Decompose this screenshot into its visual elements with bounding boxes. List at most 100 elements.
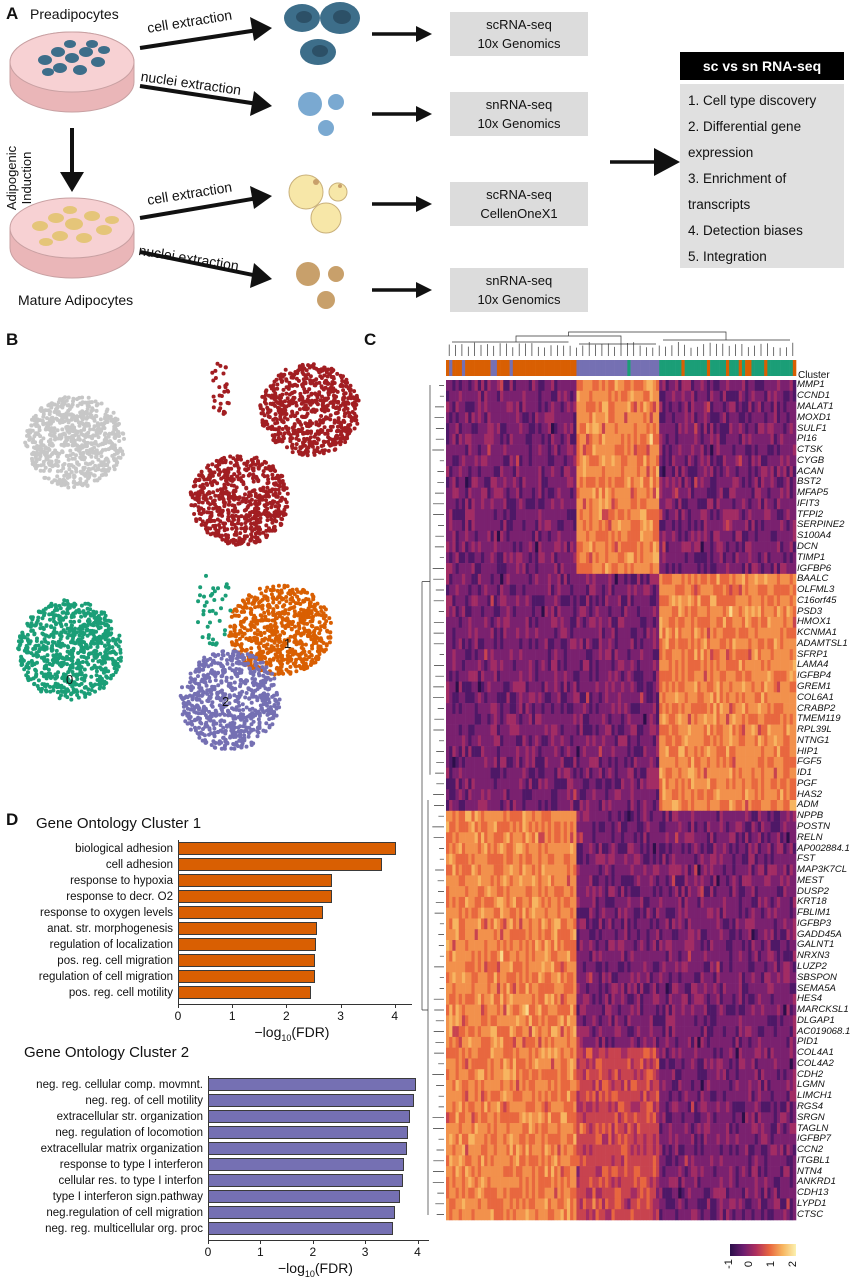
gene-label: RPL39L xyxy=(797,724,832,735)
go-term-label: regulation of localization xyxy=(49,939,173,951)
go-term-label: type I interferon sign.pathway xyxy=(52,1191,203,1203)
umap-gray-cluster xyxy=(23,395,126,490)
go-term-label: extracellular str. organization xyxy=(56,1111,203,1123)
gene-label: LAMA4 xyxy=(797,659,829,671)
go-term-label: response to type I interferon xyxy=(59,1159,203,1171)
go-bar xyxy=(178,874,333,887)
summary-title: sc vs sn RNA-seq xyxy=(680,52,844,80)
method-box-sc-cellenone: scRNA-seq CellenOneX1 xyxy=(450,182,588,226)
method-box-sc-10x: scRNA-seq 10x Genomics xyxy=(450,12,588,56)
go-title-cluster-2: Gene Ontology Cluster 2 xyxy=(24,1044,190,1061)
x-axis-label: −log10(FDR) xyxy=(254,1024,330,1043)
gene-label: MARCKSL1 xyxy=(797,1004,849,1015)
gene-label: CTSC xyxy=(797,1208,824,1220)
gene-label: ADM xyxy=(797,799,819,811)
x-tick-mark xyxy=(286,1004,288,1008)
go-bar xyxy=(178,890,332,903)
sn-mature-nuclei xyxy=(296,262,344,309)
umap-green-stragglers xyxy=(196,573,233,647)
gene-label: SFRP1 xyxy=(797,648,828,660)
method-box-line: scRNA-seq xyxy=(486,187,552,202)
gene-label: COL6A1 xyxy=(797,691,834,703)
go-term-label: neg. regulation of locomotion xyxy=(55,1127,203,1139)
go-chart-cluster-1: biological adhesion cell adhesion response… xyxy=(0,836,420,1043)
go-term-label: neg.regulation of cell migration xyxy=(46,1207,203,1219)
x-tick-mark xyxy=(312,1240,314,1244)
gene-label: C16orf45 xyxy=(797,594,837,606)
go-term-label: response to decr. O2 xyxy=(66,891,173,903)
go-bar xyxy=(178,954,315,967)
gene-label: TAGLN xyxy=(797,1122,829,1134)
gene-label: PSD3 xyxy=(797,605,823,617)
go-term-label: cellular res. to type I interfon xyxy=(58,1175,203,1187)
gene-label: FST xyxy=(797,853,816,865)
colorbar-tick: 0 xyxy=(743,1260,756,1268)
summary-item: expression xyxy=(688,145,754,160)
gene-label: KCNMA1 xyxy=(797,627,837,639)
x-tick-label: 1 xyxy=(257,1245,264,1259)
x-tick-label: 0 xyxy=(174,1009,182,1023)
gene-label: FGF5 xyxy=(797,756,822,768)
panel-letter-a: A xyxy=(6,4,19,23)
gene-label: IFIT3 xyxy=(797,497,820,509)
go-title-cluster-1: Gene Ontology Cluster 1 xyxy=(36,815,202,832)
x-tick-mark xyxy=(208,1240,209,1244)
colorbar-tick: 2 xyxy=(787,1260,800,1268)
umap-cluster-1 xyxy=(227,583,333,677)
umap-red-cluster-upper xyxy=(258,362,361,458)
cluster-bar-label: Cluster xyxy=(798,370,830,381)
gene-label: IGFBP7 xyxy=(797,1133,832,1145)
gene-label: PI16 xyxy=(797,433,817,445)
mature-adipocytes-label: Mature Adipocytes xyxy=(18,292,134,308)
gene-label: SEMA5A xyxy=(797,982,836,994)
gene-label: CDH2 xyxy=(797,1068,824,1080)
gene-label: SBSPON xyxy=(797,971,837,983)
gene-label: ID1 xyxy=(797,767,812,779)
sc-preadipocyte-cells xyxy=(284,2,360,65)
row-dendrogram xyxy=(421,385,444,1215)
gene-label: PGF xyxy=(797,777,817,789)
x-tick-label: 3 xyxy=(361,1245,369,1259)
go-bar xyxy=(208,1206,395,1219)
gene-label: ANKRD1 xyxy=(797,1176,836,1188)
gene-label: HIP1 xyxy=(797,745,819,757)
summary-item: transcripts xyxy=(688,197,751,212)
panel-letter-c: C xyxy=(364,330,377,349)
go-bar xyxy=(208,1094,415,1107)
go-bar xyxy=(178,986,312,999)
go-bar xyxy=(208,1158,404,1171)
gene-label: CCN2 xyxy=(797,1144,824,1155)
summary-item: 2. Differential gene xyxy=(688,119,802,134)
gene-label: MOXD1 xyxy=(797,411,832,423)
gene-label: IGFBP3 xyxy=(797,917,832,929)
gene-label: S100A4 xyxy=(797,530,832,542)
go-bar xyxy=(178,938,317,951)
gene-label: MEST xyxy=(797,874,824,886)
gene-label: COL4A1 xyxy=(797,1047,834,1059)
go-bar xyxy=(178,906,323,919)
go-term-label: pos. reg. cell motility xyxy=(68,987,173,999)
gene-label: CRABP2 xyxy=(797,702,836,714)
gene-label: LUZP2 xyxy=(797,960,827,972)
gene-label: TMEM119 xyxy=(797,713,841,725)
umap-cluster-0 xyxy=(16,598,123,702)
x-tick-label: 2 xyxy=(309,1245,317,1259)
gene-label: NTNG1 xyxy=(797,734,830,746)
method-box-line: 10x Genomics xyxy=(477,116,561,131)
go-bar xyxy=(208,1126,409,1139)
go-term-label: biological adhesion xyxy=(75,843,173,855)
gene-label: CDH13 xyxy=(797,1187,829,1199)
gene-label: SERPINE2 xyxy=(797,519,845,531)
umap-red-stragglers xyxy=(210,361,231,416)
gene-label: BST2 xyxy=(797,476,821,488)
gene-label: NTN4 xyxy=(797,1165,823,1177)
preadipocytes-label: Preadipocytes xyxy=(30,6,119,22)
go-bar xyxy=(178,970,315,983)
gene-label: IGFBP4 xyxy=(797,670,832,682)
go-bar xyxy=(208,1174,404,1187)
method-box-line: snRNA-seq xyxy=(485,273,553,288)
method-box-sn-10x-mature: snRNA-seq 10x Genomics xyxy=(450,268,588,312)
colorbar-tick: 1 xyxy=(765,1260,778,1268)
x-tick-mark xyxy=(417,1240,419,1244)
method-box-line: CellenOneX1 xyxy=(480,206,558,221)
